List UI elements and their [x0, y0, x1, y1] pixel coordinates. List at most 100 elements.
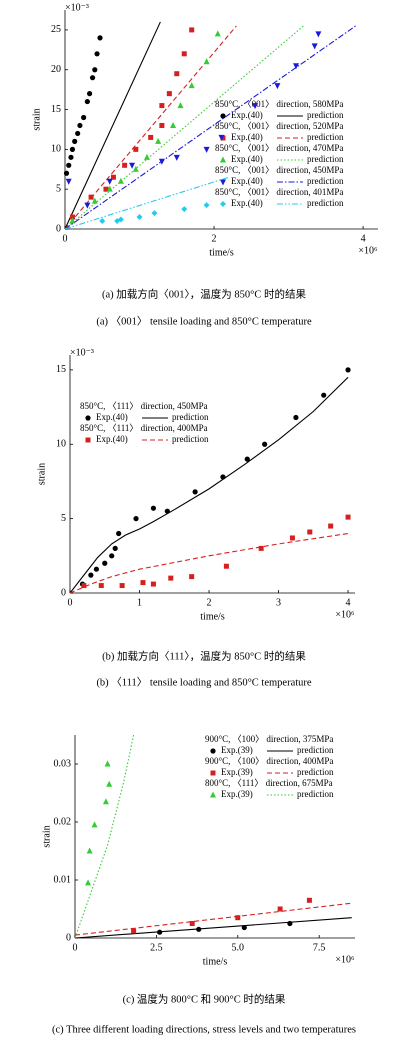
data-point — [151, 210, 158, 217]
data-point — [84, 98, 90, 105]
legend-header: 850°C, 〈001〉 direction, 401MPa — [215, 187, 343, 197]
legend-exp: Exp.(40) — [231, 176, 263, 186]
x-multiplier: ×10⁶ — [335, 609, 355, 620]
legend-prediction: prediction — [307, 154, 344, 164]
data-point — [189, 27, 195, 33]
prediction-line — [65, 176, 230, 229]
y-axis-label: strain — [36, 463, 47, 485]
caption-en: (b) 〈111〉 tensile loading and 850°C temp… — [96, 676, 311, 688]
data-point — [106, 185, 113, 192]
data-point — [159, 122, 165, 128]
legend-marker — [85, 415, 91, 421]
data-point — [293, 63, 300, 70]
caption-zh: (b) 加载方向〈111〉，温度为 850°C 时的结果 — [102, 649, 306, 662]
data-point — [181, 51, 187, 57]
data-point — [133, 516, 139, 522]
prediction-line — [75, 902, 352, 936]
data-point — [150, 581, 156, 587]
data-point — [166, 91, 172, 97]
legend-marker — [220, 179, 226, 186]
data-point — [110, 174, 116, 180]
legend-header: 850°C, 〈001〉 direction, 470MPa — [215, 143, 343, 153]
data-point — [235, 915, 241, 921]
data-point — [91, 821, 98, 828]
data-point — [94, 51, 100, 57]
x-tick-label: 0 — [63, 233, 68, 244]
data-point — [98, 583, 104, 589]
data-point — [189, 921, 195, 926]
prediction-line — [65, 25, 356, 229]
data-point — [203, 202, 210, 209]
x-axis-label: time/s — [200, 611, 225, 622]
y-tick-label: 0.02 — [54, 816, 72, 827]
data-point — [148, 134, 154, 140]
legend-prediction: prediction — [307, 132, 344, 142]
data-point — [252, 103, 259, 110]
legend-prediction: prediction — [307, 110, 344, 120]
prediction-line — [70, 376, 349, 593]
legend-exp: Exp.(40) — [96, 434, 128, 444]
y-tick-label: 0 — [56, 223, 61, 234]
legend-marker — [220, 135, 226, 141]
x-tick-label: 4 — [361, 233, 366, 244]
data-point — [157, 929, 163, 935]
data-point — [136, 214, 143, 221]
x-tick-label: 7.5 — [313, 942, 326, 953]
x-axis-label: time/s — [209, 247, 234, 258]
data-point — [68, 154, 74, 160]
data-point — [69, 217, 76, 224]
data-point — [188, 82, 195, 89]
data-point — [181, 206, 188, 213]
legend-exp: Exp.(39) — [221, 767, 253, 777]
data-point — [119, 583, 125, 589]
data-point — [155, 137, 162, 144]
x-tick-label: 1 — [137, 597, 142, 608]
x-tick-label: 0 — [68, 597, 73, 608]
data-point — [177, 102, 184, 109]
data-point — [69, 146, 76, 152]
y-tick-label: 5 — [56, 183, 61, 194]
legend-exp: Exp.(40) — [96, 412, 128, 422]
data-point — [88, 194, 94, 200]
y-tick-label: 15 — [56, 364, 66, 375]
data-point — [143, 153, 150, 160]
legend-header: 900°C, 〈100〉 direction, 375MPa — [205, 734, 333, 744]
legend-marker — [220, 201, 226, 207]
legend-prediction: prediction — [307, 198, 344, 208]
legend-header: 850°C, 〈111〉 direction, 400MPa — [80, 423, 208, 433]
data-point — [328, 523, 334, 529]
prediction-line — [65, 21, 161, 229]
caption-en: (c) Three different loading directions, … — [52, 1024, 356, 1035]
y-multiplier: ×10⁻³ — [65, 2, 89, 13]
data-point — [150, 505, 157, 511]
y-tick-label: 15 — [51, 104, 61, 115]
data-point — [91, 197, 98, 204]
data-point — [158, 158, 165, 165]
data-point — [99, 218, 106, 225]
data-point — [214, 30, 221, 37]
legend-exp: Exp.(39) — [221, 745, 253, 755]
legend-marker — [220, 156, 226, 163]
data-point — [117, 216, 124, 223]
x-axis-label: time/s — [203, 956, 228, 967]
data-point — [189, 574, 195, 580]
data-point — [277, 906, 283, 912]
y-tick-label: 0 — [61, 587, 66, 598]
y-multiplier: ×10⁻³ — [70, 347, 94, 358]
legend-exp: Exp.(39) — [221, 789, 253, 799]
data-point — [81, 114, 87, 121]
data-point — [104, 760, 111, 767]
data-point — [168, 575, 174, 581]
y-tick-label: 0.01 — [54, 874, 72, 885]
data-point — [192, 489, 198, 495]
legend-prediction: prediction — [297, 789, 334, 799]
data-point — [293, 414, 299, 421]
data-point — [133, 146, 139, 152]
data-point — [129, 162, 136, 169]
data-point — [102, 798, 109, 805]
legend-exp: Exp.(40) — [231, 132, 263, 142]
data-point — [106, 178, 113, 185]
caption-en: (a) 〈001〉 tensile loading and 850°C temp… — [96, 315, 312, 327]
legend-marker — [210, 791, 216, 798]
